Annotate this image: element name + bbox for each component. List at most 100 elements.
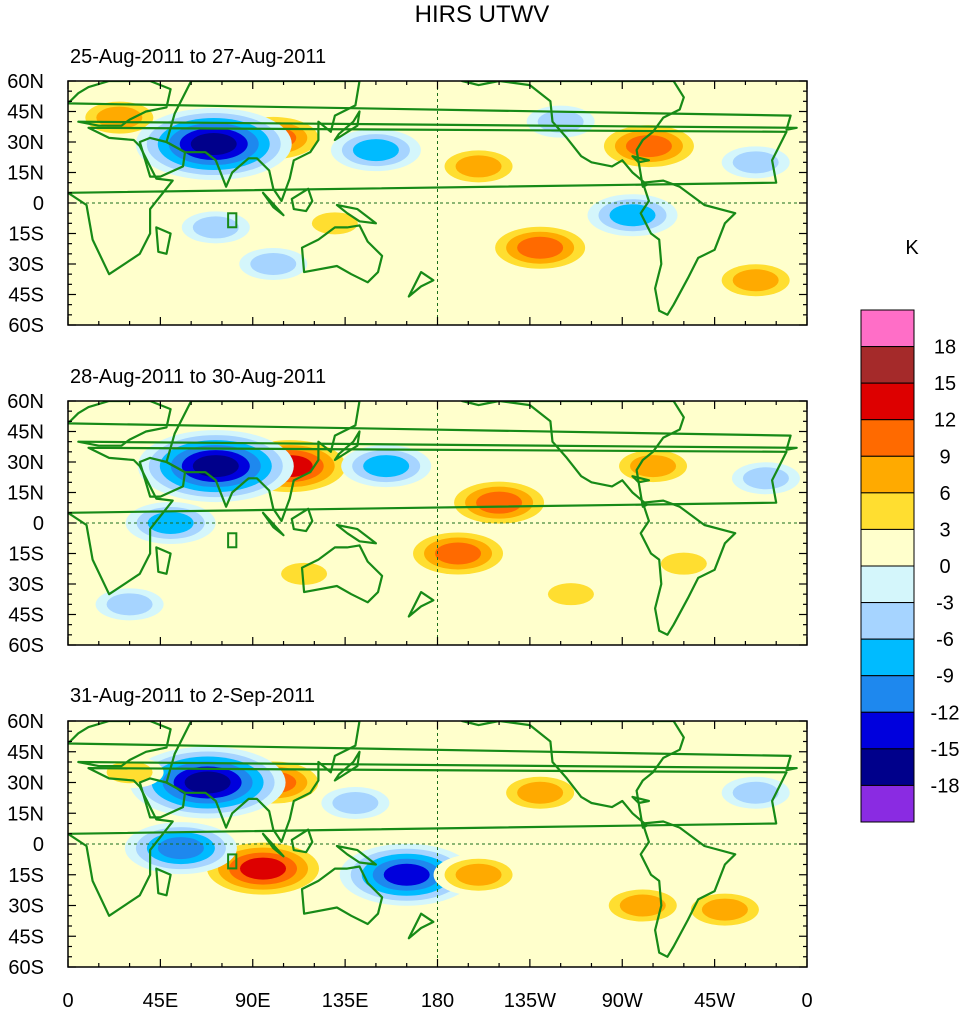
coastline-p3-8 xyxy=(335,844,377,866)
coastline-p1-0 xyxy=(68,81,798,131)
coastline-p1-4 xyxy=(155,226,172,255)
lat-label-p1-0: 60N xyxy=(7,71,44,93)
map-panel-3: 31-Aug-2011 to 2-Sep-2011 60N 45N 30N 15N 0 1… xyxy=(7,685,808,979)
colorbar-label-6: 0 xyxy=(939,556,950,578)
field-anomaly-p3-9-level-1 xyxy=(332,792,379,814)
coastline-p2-7 xyxy=(290,507,314,533)
coastline-p3-0 xyxy=(68,721,798,772)
coastline-p2-12 xyxy=(639,499,737,636)
panel-3-ticks xyxy=(67,720,808,968)
colorbar-box-2 xyxy=(860,382,915,421)
coastline-p1-3 xyxy=(165,81,361,203)
colorbar-label-5: 3 xyxy=(939,519,950,541)
field-anomaly-p2-9-level-1 xyxy=(547,583,594,606)
coastline-p1-12 xyxy=(639,179,737,316)
coastline-p1-6 xyxy=(261,191,285,217)
coastline-p3-11 xyxy=(461,721,685,829)
lat-label-p3-0: 60N xyxy=(7,711,44,733)
lat-label-p1-4: 0 xyxy=(33,193,44,215)
colorbar-label-12: -18 xyxy=(931,775,960,797)
colorbar-box-10 xyxy=(860,675,915,713)
coastline-p1-5 xyxy=(300,224,384,284)
coastline-p2-3 xyxy=(165,401,361,523)
panel-3-lat-labels: 60N 45N 30N 15N 0 15S 30S 45S 60S xyxy=(7,711,44,979)
colorbar-label-2: 12 xyxy=(934,410,956,432)
lon-label-7: 45W xyxy=(694,990,735,1012)
field-anomaly-p2-3-level-3 xyxy=(435,542,482,565)
lat-label-p3-7: 45S xyxy=(8,926,44,948)
map-panel-2: 28-Aug-2011 to 30-Aug-2011 60N 45N 30N 15N 0… xyxy=(7,366,808,657)
field-anomaly-p2-5-level-1 xyxy=(660,552,707,575)
colorbar-label-7: -3 xyxy=(936,593,954,615)
colorbar-box-6 xyxy=(860,528,915,567)
field-anomaly-p3-1-level-5 xyxy=(184,771,231,794)
coastline-p1-10 xyxy=(407,271,435,298)
colorbar-label-9: -9 xyxy=(936,666,954,688)
field-anomaly-p3-8-level-2 xyxy=(701,898,748,921)
box-marker-p3 xyxy=(227,853,238,870)
panel-3-reference-lines xyxy=(68,721,807,967)
lat-label-p1-6: 30S xyxy=(8,254,44,276)
field-anomaly-p1-9-level-3 xyxy=(625,135,672,158)
coastline-p2-5 xyxy=(300,544,384,604)
field-anomaly-p1-8-level-2 xyxy=(609,204,656,227)
panel-2-ticks xyxy=(67,400,808,646)
coastline-p2-2 xyxy=(138,456,187,498)
colorbar-label-8: -6 xyxy=(936,629,954,651)
field-anomaly-p1-3-level-2 xyxy=(352,139,399,162)
coastline-p2-0 xyxy=(68,401,798,451)
coastline-p1-8 xyxy=(335,203,377,225)
lon-label-2: 90E xyxy=(235,990,271,1012)
lat-label-p1-5: 15S xyxy=(8,224,44,246)
colorbar-box-0 xyxy=(860,309,915,348)
colorbar-box-1 xyxy=(860,346,915,384)
field-anomaly-p2-10-level-1 xyxy=(742,467,789,490)
lat-label-p1-3: 15N xyxy=(7,163,44,185)
field-anomaly-p1-5-level-3 xyxy=(517,236,564,259)
colorbar-box-7 xyxy=(860,565,915,604)
lat-label-p3-1: 45N xyxy=(7,742,44,764)
coastline-p2-9 xyxy=(333,430,361,462)
colorbar-label-4: 6 xyxy=(939,483,950,505)
lat-label-p2-6: 30S xyxy=(8,574,44,596)
lat-label-p3-6: 30S xyxy=(8,896,44,918)
coastline-p1-9 xyxy=(333,110,361,142)
coastline-p3-10 xyxy=(407,912,435,940)
coastline-p3-5 xyxy=(300,865,384,926)
lat-label-p2-0: 60N xyxy=(7,391,44,413)
lon-label-6: 90W xyxy=(602,990,643,1012)
lon-label-0: 0 xyxy=(62,990,73,1012)
colorbar-boxes xyxy=(860,309,915,823)
lat-label-p2-7: 45S xyxy=(8,605,44,627)
lat-label-p2-3: 15N xyxy=(7,483,44,505)
panel-2-reference-lines xyxy=(68,401,807,645)
field-anomaly-p2-11-level-1 xyxy=(106,593,153,616)
coastline-p3-1 xyxy=(68,766,788,917)
field-anomaly-p3-5-level-2 xyxy=(517,781,564,804)
map-panel-1: 25-Aug-2011 to 27-Aug-2011 60N 45N 30N 15N 0… xyxy=(7,46,808,337)
panel-1-reference-lines xyxy=(68,81,807,325)
coastline-p1-13 xyxy=(631,155,651,164)
coastline-p3-12 xyxy=(639,820,737,958)
lon-label-1: 45E xyxy=(143,990,179,1012)
colorbar-box-8 xyxy=(860,602,915,640)
panel-2-coastlines xyxy=(68,401,798,636)
chart-title: HIRS UTWV xyxy=(415,1,550,28)
field-anomaly-p1-12-level-1 xyxy=(537,110,584,133)
lat-label-p1-7: 45S xyxy=(8,285,44,307)
panel-3-coastlines xyxy=(68,721,798,958)
colorbar-labels: 18 15 12 9 6 3 0 -3 -6 -9 -12 -15 -18 xyxy=(931,337,960,798)
coastline-p2-10 xyxy=(407,590,435,618)
field-anomaly-p1-4-level-2 xyxy=(455,155,502,178)
colorbar-label-3: 9 xyxy=(939,446,950,468)
coastline-p2-11 xyxy=(461,401,685,508)
lat-label-p2-2: 30N xyxy=(7,452,44,474)
coastline-p3-13 xyxy=(631,795,651,805)
coastline-p1-7 xyxy=(290,187,314,213)
coastline-p3-9 xyxy=(333,750,361,782)
coastline-p3-2 xyxy=(138,777,187,819)
lon-label-4: 180 xyxy=(421,990,454,1012)
panel-2-subtitle: 28-Aug-2011 to 30-Aug-2011 xyxy=(70,366,326,388)
colorbar-box-9 xyxy=(860,638,915,677)
